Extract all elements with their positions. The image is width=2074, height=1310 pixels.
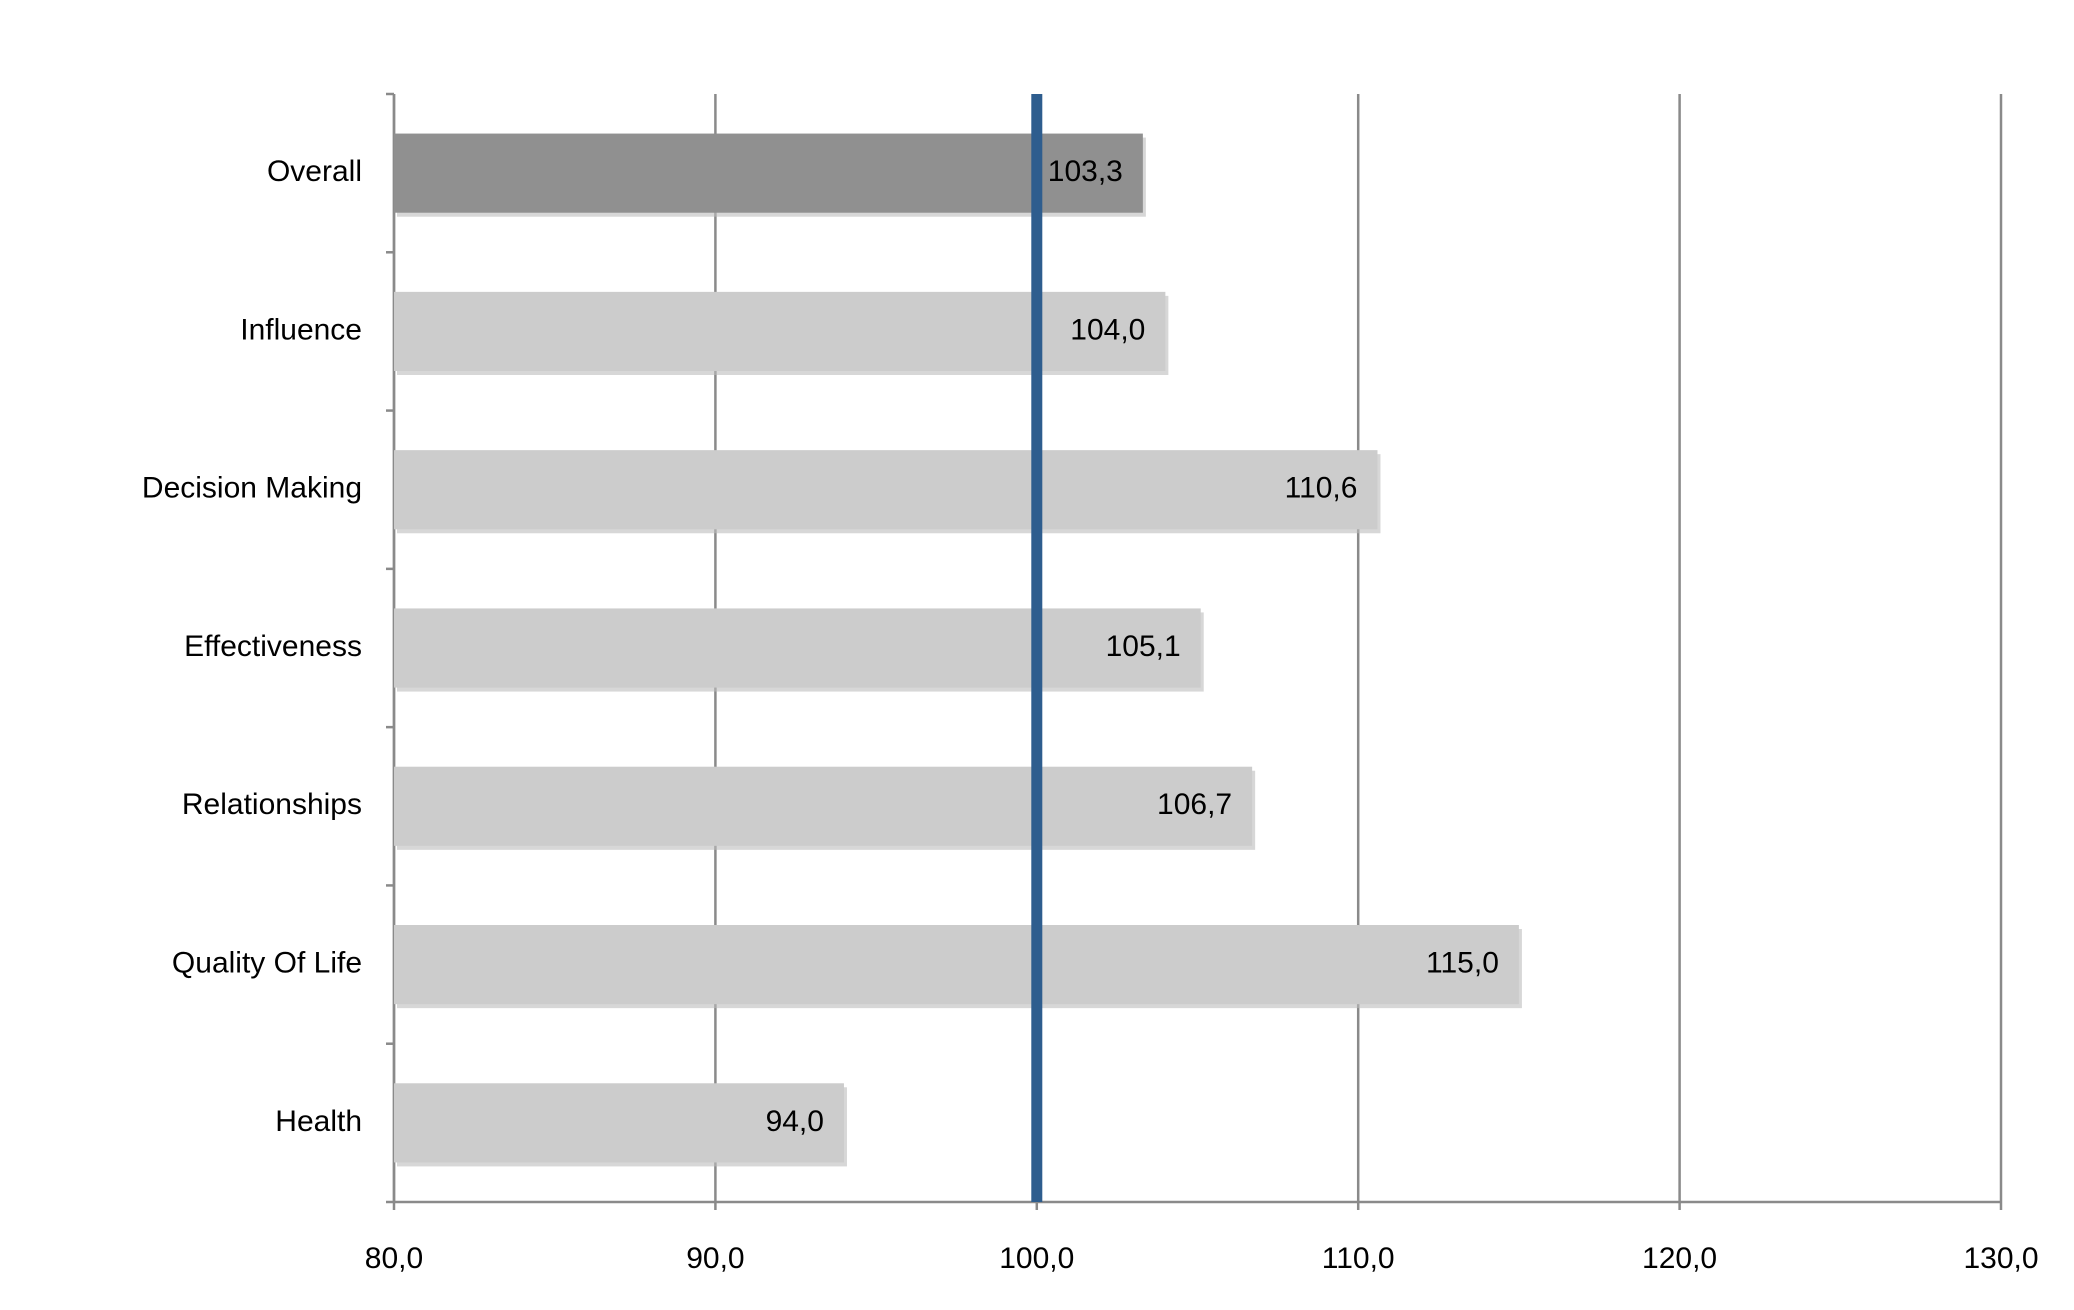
x-tick-label: 100,0 [999,1242,1074,1275]
bar [394,133,1143,213]
y-tick-label: Quality Of Life [172,946,362,979]
y-tick-label: Overall [267,155,362,188]
value-label: 110,6 [1285,472,1358,505]
x-tick-label: 130,0 [1963,1242,2038,1275]
x-tick-label: 80,0 [365,1242,423,1275]
bar [394,450,1378,530]
value-label: 103,3 [1048,155,1123,188]
x-tick-label: 110,0 [1322,1242,1395,1275]
value-label: 115,0 [1426,946,1499,979]
bar [394,1083,844,1163]
x-tick-label: 120,0 [1642,1242,1717,1275]
x-tick-label: 90,0 [686,1242,744,1275]
y-tick-label: Influence [240,313,362,346]
value-label: 94,0 [766,1105,824,1138]
bar [394,925,1519,1005]
value-label: 106,7 [1157,788,1232,821]
bar [394,766,1253,846]
y-tick-label: Relationships [182,788,362,821]
y-tick-label: Effectiveness [184,630,362,663]
value-label: 104,0 [1070,313,1145,346]
bar [394,291,1166,371]
bar [394,608,1201,688]
y-tick-label: Decision Making [142,472,362,505]
value-label: 105,1 [1106,630,1181,663]
y-tick-label: Health [275,1105,362,1138]
